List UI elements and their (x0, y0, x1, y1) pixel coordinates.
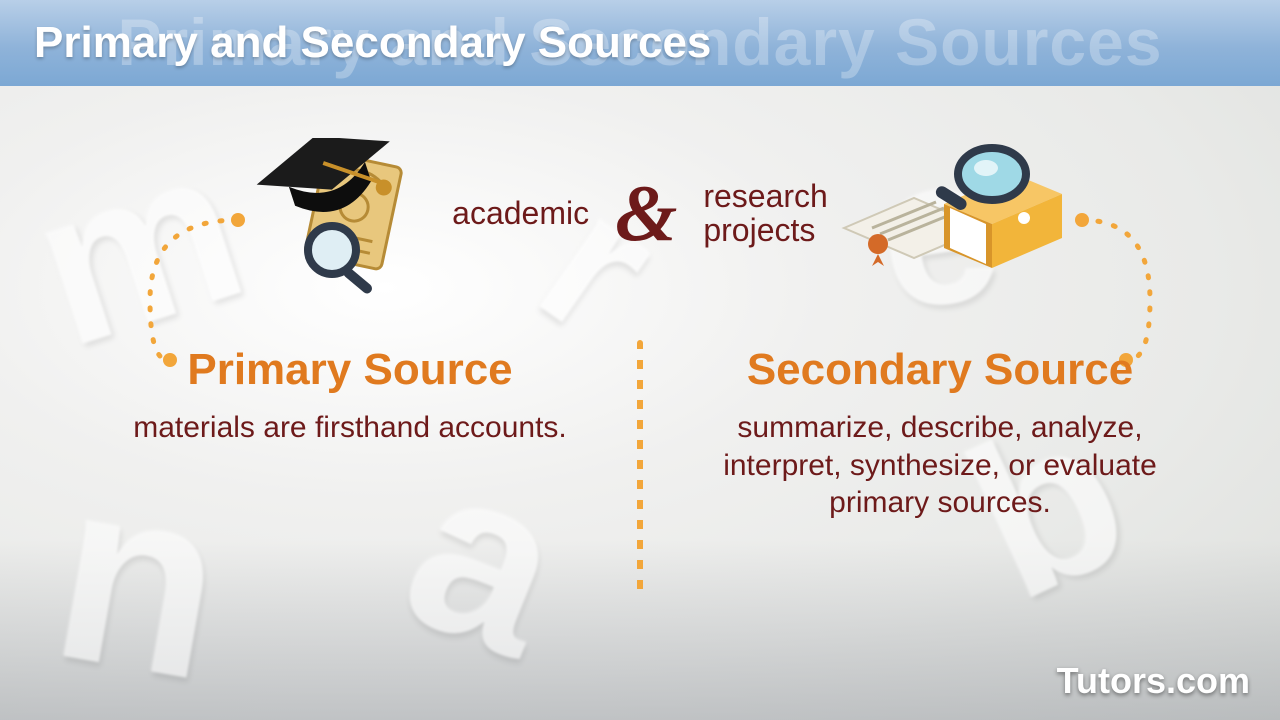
primary-source-column: Primary Source materials are firsthand a… (90, 345, 610, 447)
primary-source-heading: Primary Source (90, 345, 610, 395)
slide-stage: m a e n b r Primary and Secondary Source… (0, 0, 1280, 720)
center-label-research-projects: research projects (703, 180, 828, 247)
center-label-academic: academic (452, 197, 589, 231)
brand-watermark: Tutors.com (1057, 660, 1250, 702)
secondary-source-body: summarize, describe, analyze, interpret,… (680, 409, 1200, 522)
center-label-research: research (703, 178, 828, 214)
primary-source-body: materials are firsthand accounts. (90, 409, 610, 447)
title-bar: Primary and Secondary Sources Primary an… (0, 0, 1280, 86)
ampersand: & (615, 182, 677, 246)
vertical-divider (639, 340, 641, 600)
page-title: Primary and Secondary Sources (34, 18, 711, 68)
center-label-projects: projects (703, 212, 815, 248)
center-label-row: academic & research projects (0, 180, 1280, 247)
secondary-source-column: Secondary Source summarize, describe, an… (680, 345, 1200, 522)
secondary-source-heading: Secondary Source (680, 345, 1200, 395)
